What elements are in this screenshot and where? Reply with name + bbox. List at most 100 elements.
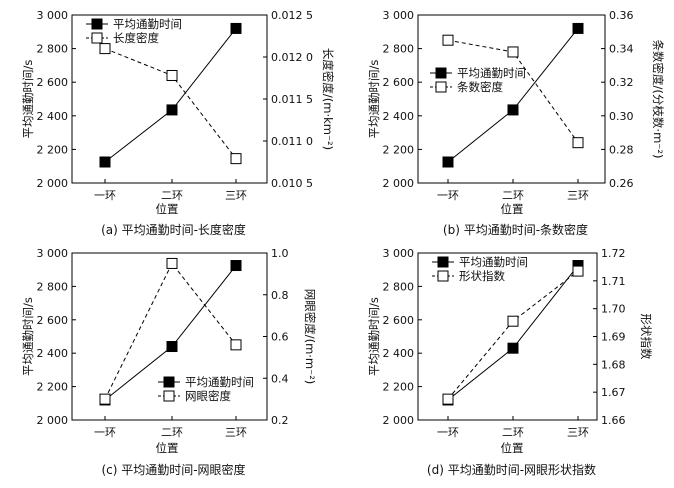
legend-marker-sample [435, 67, 447, 79]
right-tick-label: 1.0 [271, 247, 289, 260]
legend-label: 长度密度 [113, 31, 159, 45]
filled-square-marker [230, 22, 242, 34]
x-tick-label: 二环 [502, 426, 524, 439]
right-tick-label: 0.010 5 [271, 177, 313, 190]
legend-marker-sample [435, 81, 447, 93]
left-tick-label: 3 000 [37, 9, 69, 22]
chart-panel-a: 2 000 2 200 2 400 2 600 2 800 3 000 0.010 5 0.0… [21, 9, 335, 237]
right-tick-label: 1.67 [601, 386, 626, 399]
legend-marker-sample [91, 32, 103, 44]
panel-caption: (c) 平均通勤时间-网眼密度 [101, 462, 245, 477]
filled-square-marker [166, 104, 178, 116]
legend-label: 平均通勤时间 [113, 17, 182, 31]
legend-label: 平均通勤时间 [457, 66, 526, 80]
chart-panel-d: 2 000 2 200 2 400 2 600 2 800 3 000 1.66 1.67 1.… [367, 247, 653, 477]
right-tick-label: 1.70 [601, 303, 626, 316]
legend-label: 网眼密度 [185, 389, 231, 403]
left-tick-label: 2 800 [37, 280, 69, 293]
legend-label: 条数密度 [457, 80, 503, 94]
legend-marker-sample [91, 18, 103, 30]
filled-square-marker [442, 156, 454, 168]
x-tick-label: 三环 [567, 426, 589, 439]
right-tick-label: 0.32 [609, 76, 634, 89]
left-tick-label: 2 600 [37, 314, 69, 327]
right-tick-label: 0.8 [271, 289, 289, 302]
x-tick-label: 二环 [161, 189, 183, 202]
x-tick-label: 一环 [437, 426, 459, 439]
legend-marker-sample [163, 376, 175, 388]
right-tick-label: 0.30 [609, 110, 634, 123]
left-tick-label: 3 000 [37, 247, 69, 260]
x-axis-label: 位置 [156, 441, 179, 455]
chart-panel-c: 2 000 2 200 2 400 2 600 2 800 3 000 0.2 0.4 0.6 0… [21, 247, 317, 477]
y-left-axis-label: 平均通勤时间/s [21, 60, 35, 139]
open-square-marker [572, 265, 584, 277]
open-square-marker [507, 315, 519, 327]
left-tick-label: 2 400 [37, 347, 69, 360]
open-square-marker [442, 34, 454, 46]
left-tick-label: 2 200 [383, 143, 415, 156]
chart-panel-b: 2 000 2 200 2 400 2 600 2 800 3 000 0.26 0.28 0.… [367, 9, 665, 237]
left-tick-label: 2 000 [37, 177, 69, 190]
left-tick-label: 2 800 [383, 280, 415, 293]
y-right-axis-label: 网眼密度/(m·m⁻²) [303, 289, 317, 385]
left-tick-label: 2 000 [383, 177, 415, 190]
commute-time-series-line [104, 28, 237, 163]
open-square-marker [99, 43, 111, 55]
open-square-marker [166, 257, 178, 269]
left-tick-label: 2 400 [383, 347, 415, 360]
open-square-marker [99, 393, 111, 405]
left-tick-label: 2 200 [383, 381, 415, 394]
y-left-axis-label: 平均通勤时间/s [21, 297, 35, 376]
legend-marker-sample [163, 390, 175, 402]
filled-square-marker [166, 341, 178, 353]
filled-square-marker [230, 260, 242, 272]
panel-caption: (a) 平均通勤时间-长度密度 [101, 222, 246, 237]
right-tick-label: 0.011 5 [271, 93, 313, 106]
open-square-marker [572, 137, 584, 149]
x-axis-label: 位置 [501, 202, 524, 216]
legend-label: 平均通勤时间 [185, 375, 254, 389]
y-left-axis-label: 平均通勤时间/s [367, 297, 381, 376]
left-tick-label: 2 400 [383, 110, 415, 123]
panel-caption: (d) 平均通勤时间-网眼形状指数 [427, 462, 596, 477]
y-left-axis-label: 平均通勤时间/s [367, 60, 381, 139]
right-tick-label: 1.72 [601, 247, 626, 260]
right-tick-label: 0.012 5 [271, 9, 313, 22]
right-tick-label: 0.36 [609, 9, 634, 22]
x-axis-label: 位置 [501, 441, 524, 455]
filled-square-marker [507, 104, 519, 116]
density-series-line [104, 48, 237, 159]
open-square-marker [507, 46, 519, 58]
right-tick-label: 1.66 [601, 414, 626, 427]
left-tick-label: 2 600 [37, 76, 69, 89]
legend-label: 形状指数 [459, 269, 505, 283]
density-series-line [104, 262, 237, 400]
left-tick-label: 2 600 [383, 76, 415, 89]
right-tick-label: 1.71 [601, 275, 626, 288]
left-tick-label: 2 000 [383, 414, 415, 427]
x-tick-label: 一环 [94, 189, 116, 202]
x-tick-label: 三环 [225, 189, 247, 202]
x-tick-label: 三环 [225, 426, 247, 439]
legend-marker-sample [437, 270, 449, 282]
left-tick-label: 2 000 [37, 414, 69, 427]
left-tick-label: 2 600 [383, 314, 415, 327]
left-tick-label: 2 400 [37, 110, 69, 123]
right-tick-label: 0.26 [609, 177, 634, 190]
right-tick-label: 1.68 [601, 358, 626, 371]
legend-label: 平均通勤时间 [459, 255, 528, 269]
y-right-axis-label: 长度密度/(m·km⁻²) [321, 48, 335, 150]
filled-square-marker [99, 156, 111, 168]
right-tick-label: 0.012 0 [271, 51, 313, 64]
right-tick-label: 0.34 [609, 43, 634, 56]
panel-caption: (b) 平均通勤时间-条数密度 [443, 222, 588, 237]
filled-square-marker [507, 342, 519, 354]
left-tick-label: 2 200 [37, 143, 69, 156]
filled-square-marker [572, 22, 584, 34]
left-tick-label: 2 800 [383, 43, 415, 56]
legend-marker-sample [437, 256, 449, 268]
right-tick-label: 0.011 0 [271, 135, 313, 148]
